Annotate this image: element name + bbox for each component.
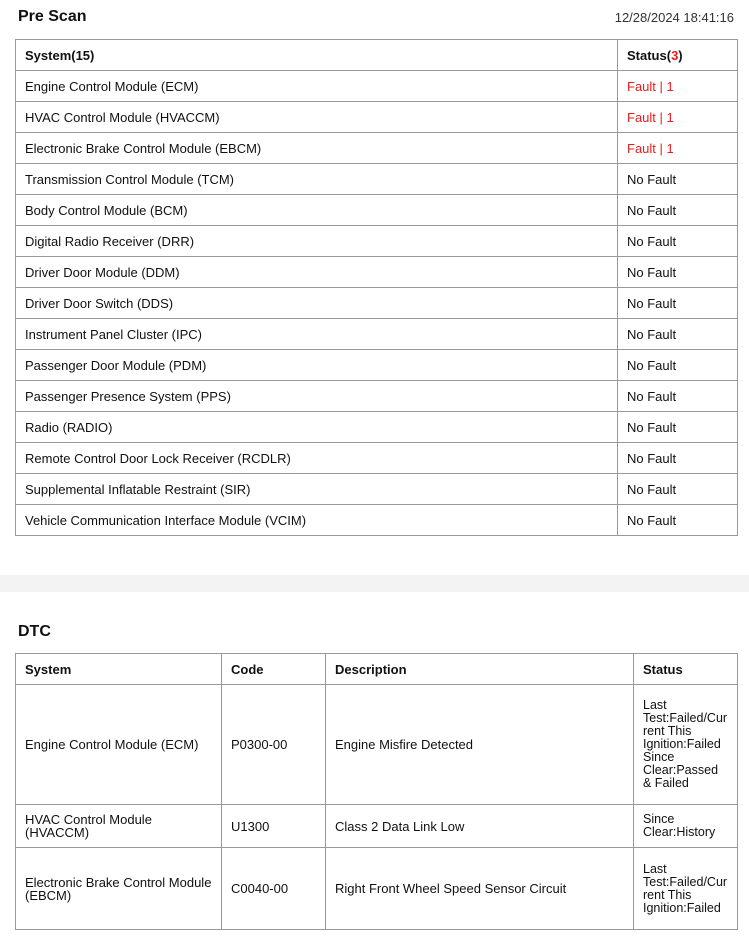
- table-row[interactable]: Instrument Panel Cluster (IPC) No Fault: [15, 318, 738, 350]
- status-cell: No Fault: [617, 411, 738, 443]
- system-count: (15): [71, 47, 95, 63]
- status-cell: No Fault: [617, 256, 738, 288]
- dtc-table: System Code Description Status Engine Co…: [15, 653, 738, 930]
- dtc-code: U1300: [221, 804, 326, 848]
- status-cell: No Fault: [617, 504, 738, 536]
- table-header: System(15) Status(3): [15, 39, 738, 71]
- dtc-status: Last Test:Failed/Current This Ignition:F…: [633, 684, 738, 805]
- system-name: Transmission Control Module (TCM): [15, 163, 618, 195]
- status-cell: No Fault: [617, 349, 738, 381]
- system-name: Instrument Panel Cluster (IPC): [15, 318, 618, 350]
- system-name: Passenger Door Module (PDM): [15, 349, 618, 381]
- table-row[interactable]: Engine Control Module (ECM) Fault | 1: [15, 70, 738, 102]
- dtc-code: P0300-00: [221, 684, 326, 805]
- status-cell: No Fault: [617, 225, 738, 257]
- status-cell: No Fault: [617, 287, 738, 319]
- dtc-description: Class 2 Data Link Low: [325, 804, 634, 848]
- table-row[interactable]: Supplemental Inflatable Restraint (SIR) N…: [15, 473, 738, 505]
- dtc-description-header: Description: [325, 653, 634, 685]
- scan-timestamp: 12/28/2024 18:41:16: [614, 10, 734, 25]
- status-cell: No Fault: [617, 442, 738, 474]
- prescan-title: Pre Scan: [18, 8, 87, 25]
- dtc-code-header: Code: [221, 653, 326, 685]
- table-row[interactable]: Transmission Control Module (TCM) No Faul…: [15, 163, 738, 195]
- dtc-status: Last Test:Failed/Current This Ignition:F…: [633, 847, 738, 930]
- system-name: Body Control Module (BCM): [15, 194, 618, 226]
- table-row[interactable]: HVAC Control Module (HVACCM) Fault | 1: [15, 101, 738, 133]
- system-column-header: System(15): [15, 39, 618, 71]
- dtc-system: Electronic Brake Control Module (EBCM): [15, 847, 222, 930]
- system-name: Engine Control Module (ECM): [15, 70, 618, 102]
- prescan-table: System(15) Status(3) Engine Control Modu…: [15, 39, 738, 536]
- fault-count: 3: [671, 47, 679, 63]
- system-name: Digital Radio Receiver (DRR): [15, 225, 618, 257]
- status-close: ): [678, 47, 683, 63]
- system-name: Electronic Brake Control Module (EBCM): [15, 132, 618, 164]
- dtc-description: Right Front Wheel Speed Sensor Circuit: [325, 847, 634, 930]
- dtc-row[interactable]: Electronic Brake Control Module (EBCM) C0…: [15, 847, 738, 930]
- table-row[interactable]: Remote Control Door Lock Receiver (RCDLR…: [15, 442, 738, 474]
- status-cell: Fault | 1: [617, 132, 738, 164]
- status-cell: No Fault: [617, 473, 738, 505]
- table-row[interactable]: Passenger Presence System (PPS) No Fault: [15, 380, 738, 412]
- dtc-system: Engine Control Module (ECM): [15, 684, 222, 805]
- dtc-code: C0040-00: [221, 847, 326, 930]
- table-row[interactable]: Body Control Module (BCM) No Fault: [15, 194, 738, 226]
- system-name: Driver Door Module (DDM): [15, 256, 618, 288]
- table-row[interactable]: Driver Door Module (DDM) No Fault: [15, 256, 738, 288]
- status-cell: Fault | 1: [617, 70, 738, 102]
- dtc-status-header: Status: [633, 653, 738, 685]
- system-name: Driver Door Switch (DDS): [15, 287, 618, 319]
- system-name: Passenger Presence System (PPS): [15, 380, 618, 412]
- status-cell: No Fault: [617, 163, 738, 195]
- table-row[interactable]: Driver Door Switch (DDS) No Fault: [15, 287, 738, 319]
- dtc-system-header: System: [15, 653, 222, 685]
- status-label: Status(: [627, 47, 672, 63]
- status-column-header: Status(3): [617, 39, 738, 71]
- table-row[interactable]: Radio (RADIO) No Fault: [15, 411, 738, 443]
- table-row[interactable]: Vehicle Communication Interface Module (…: [15, 504, 738, 536]
- table-row[interactable]: Electronic Brake Control Module (EBCM) Fa…: [15, 132, 738, 164]
- status-cell: No Fault: [617, 194, 738, 226]
- dtc-row[interactable]: HVAC Control Module (HVACCM) U1300 Class 2…: [15, 804, 738, 848]
- dtc-row[interactable]: Engine Control Module (ECM) P0300-00 Engin…: [15, 684, 738, 805]
- system-name: Remote Control Door Lock Receiver (RCDLR…: [15, 442, 618, 474]
- system-name: HVAC Control Module (HVACCM): [15, 101, 618, 133]
- table-row[interactable]: Passenger Door Module (PDM) No Fault: [15, 349, 738, 381]
- system-label: System: [25, 47, 72, 63]
- status-cell: No Fault: [617, 380, 738, 412]
- dtc-status: Since Clear:History: [633, 804, 738, 848]
- dtc-title: DTC: [18, 623, 51, 640]
- dtc-system: HVAC Control Module (HVACCM): [15, 804, 222, 848]
- table-row[interactable]: Digital Radio Receiver (DRR) No Fault: [15, 225, 738, 257]
- system-name: Supplemental Inflatable Restraint (SIR): [15, 473, 618, 505]
- system-name: Radio (RADIO): [15, 411, 618, 443]
- system-name: Vehicle Communication Interface Module (…: [15, 504, 618, 536]
- status-cell: No Fault: [617, 318, 738, 350]
- table-header: System Code Description Status: [15, 653, 738, 685]
- status-cell: Fault | 1: [617, 101, 738, 133]
- section-divider: [0, 575, 749, 592]
- dtc-description: Engine Misfire Detected: [325, 684, 634, 805]
